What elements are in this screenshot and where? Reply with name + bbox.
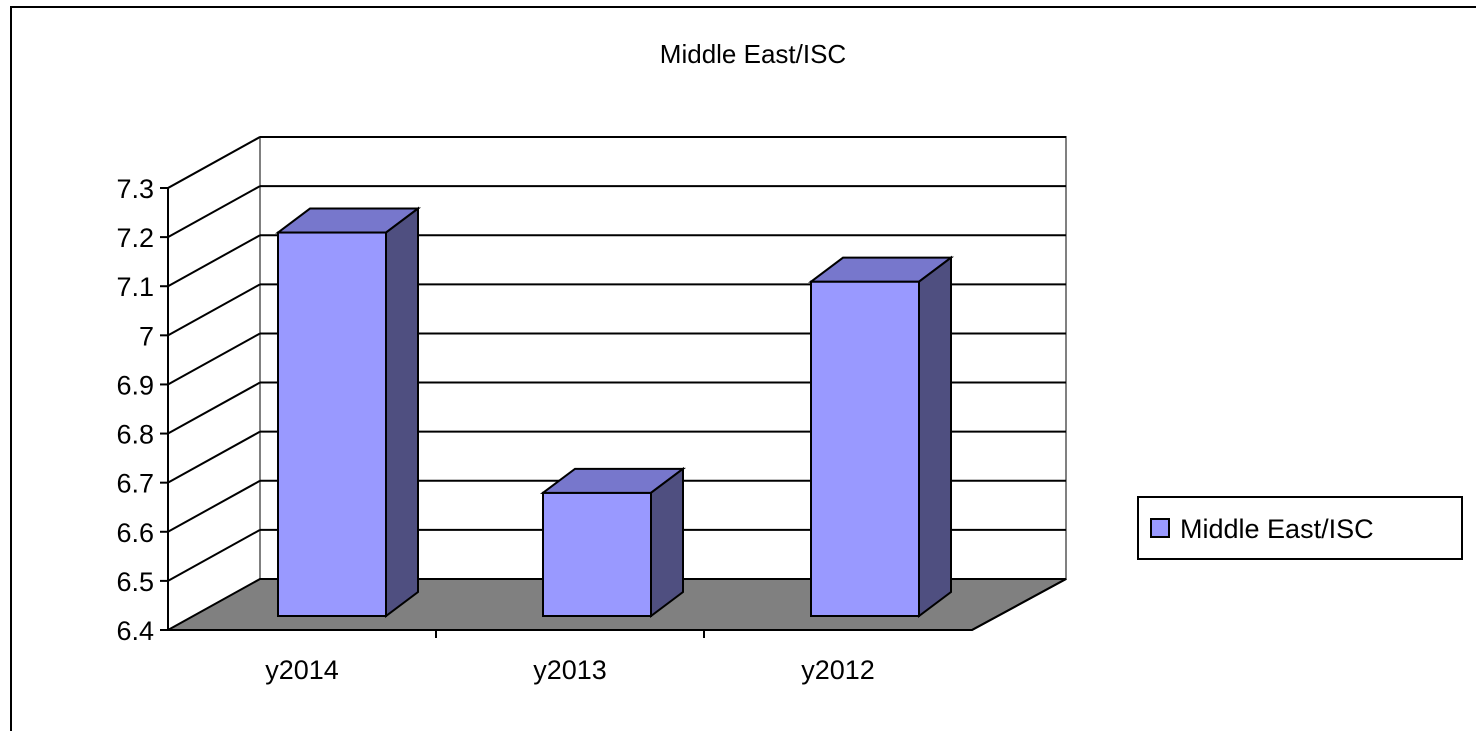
bar-front xyxy=(542,491,652,618)
bar-front xyxy=(277,231,387,618)
gridline-side xyxy=(167,234,261,288)
x-tick-label: y2013 xyxy=(533,655,607,685)
y-axis: 6.4 6.5 6.6 6.7 6.8 6.9 7 7.1 7.2 7.3 xyxy=(116,174,169,646)
gridline-side xyxy=(167,185,261,238)
bars xyxy=(275,206,954,618)
gridline-side xyxy=(167,381,261,435)
gridline-side xyxy=(167,479,261,533)
bar-y2013 xyxy=(540,466,686,618)
legend-box xyxy=(1137,496,1463,560)
y-tick-label: 6.8 xyxy=(116,420,154,450)
x-tick-label: y2014 xyxy=(265,655,339,685)
gridline-side xyxy=(167,430,261,484)
y-tick-label: 6.5 xyxy=(116,567,154,597)
y-tick-label: 6.7 xyxy=(116,469,154,499)
gridline-side xyxy=(167,332,261,386)
y-tick-label: 7 xyxy=(139,321,154,351)
chart-frame xyxy=(10,6,1476,731)
bar-y2014 xyxy=(275,206,421,618)
bar-front xyxy=(810,280,920,617)
bar-side xyxy=(650,466,684,618)
x-tick-label: y2012 xyxy=(801,655,875,685)
x-axis: y2014 y2013 y2012 xyxy=(168,578,1067,685)
y-tick-label: 7.1 xyxy=(116,272,154,302)
chart-title: Middle East/ISC xyxy=(660,39,846,69)
floor-right-edge xyxy=(971,578,1067,631)
y-tick-label: 6.4 xyxy=(116,616,154,646)
y-tick-label: 6.6 xyxy=(116,518,154,548)
gridline-side xyxy=(167,529,261,582)
legend-swatch xyxy=(1150,518,1170,538)
y-tick-label: 6.9 xyxy=(116,370,154,400)
y-tick-label: 7.3 xyxy=(116,174,154,204)
bar-side xyxy=(918,255,952,618)
bar-side xyxy=(385,206,419,618)
gridline-side xyxy=(167,283,261,337)
y-tick-label: 7.2 xyxy=(116,223,154,253)
gridline-side xyxy=(167,136,261,189)
legend: Middle East/ISC xyxy=(1137,496,1463,560)
legend-label: Middle East/ISC xyxy=(1180,514,1374,544)
bar-y2012 xyxy=(808,255,954,618)
